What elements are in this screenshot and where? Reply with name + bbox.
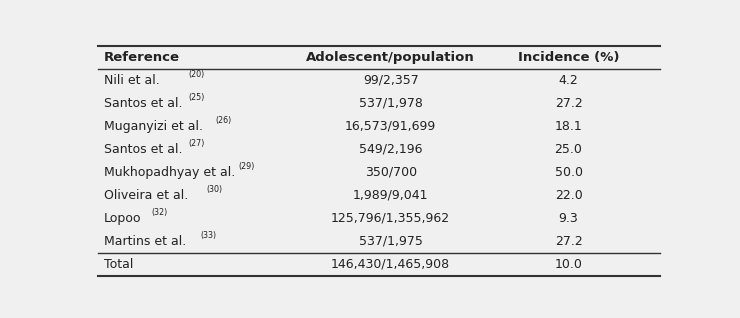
Text: 10.0: 10.0 — [554, 258, 582, 271]
Text: (30): (30) — [206, 185, 222, 194]
Text: 125,796/1,355,962: 125,796/1,355,962 — [332, 212, 450, 225]
Text: (27): (27) — [189, 139, 205, 148]
Text: 18.1: 18.1 — [555, 120, 582, 133]
Text: (32): (32) — [152, 208, 168, 217]
Text: Total: Total — [104, 258, 133, 271]
Text: 549/2,196: 549/2,196 — [359, 142, 423, 156]
Text: Incidence (%): Incidence (%) — [518, 51, 619, 64]
Text: Martins et al.: Martins et al. — [104, 235, 186, 248]
Text: Mukhopadhyay et al.: Mukhopadhyay et al. — [104, 166, 235, 179]
Text: (25): (25) — [189, 93, 205, 102]
Text: 4.2: 4.2 — [559, 73, 579, 86]
Text: 350/700: 350/700 — [365, 166, 417, 179]
Text: (20): (20) — [189, 70, 205, 79]
Text: 9.3: 9.3 — [559, 212, 579, 225]
Text: 537/1,975: 537/1,975 — [359, 235, 423, 248]
Text: (26): (26) — [216, 116, 232, 125]
Text: 146,430/1,465,908: 146,430/1,465,908 — [332, 258, 450, 271]
Text: 22.0: 22.0 — [555, 189, 582, 202]
Text: Santos et al.: Santos et al. — [104, 97, 183, 109]
Text: Lopoo: Lopoo — [104, 212, 141, 225]
Text: Santos et al.: Santos et al. — [104, 142, 183, 156]
Text: 16,573/91,699: 16,573/91,699 — [345, 120, 437, 133]
Text: Reference: Reference — [104, 51, 180, 64]
Text: 27.2: 27.2 — [555, 235, 582, 248]
Text: 25.0: 25.0 — [554, 142, 582, 156]
Text: 99/2,357: 99/2,357 — [363, 73, 419, 86]
Text: 537/1,978: 537/1,978 — [359, 97, 423, 109]
Text: (29): (29) — [239, 162, 255, 171]
Text: 1,989/9,041: 1,989/9,041 — [353, 189, 428, 202]
Text: 27.2: 27.2 — [555, 97, 582, 109]
Text: (33): (33) — [201, 231, 216, 240]
Text: Muganyizi et al.: Muganyizi et al. — [104, 120, 203, 133]
Text: Nili et al.: Nili et al. — [104, 73, 160, 86]
Text: 50.0: 50.0 — [554, 166, 582, 179]
Text: Oliveira et al.: Oliveira et al. — [104, 189, 188, 202]
Text: Adolescent/population: Adolescent/population — [306, 51, 475, 64]
